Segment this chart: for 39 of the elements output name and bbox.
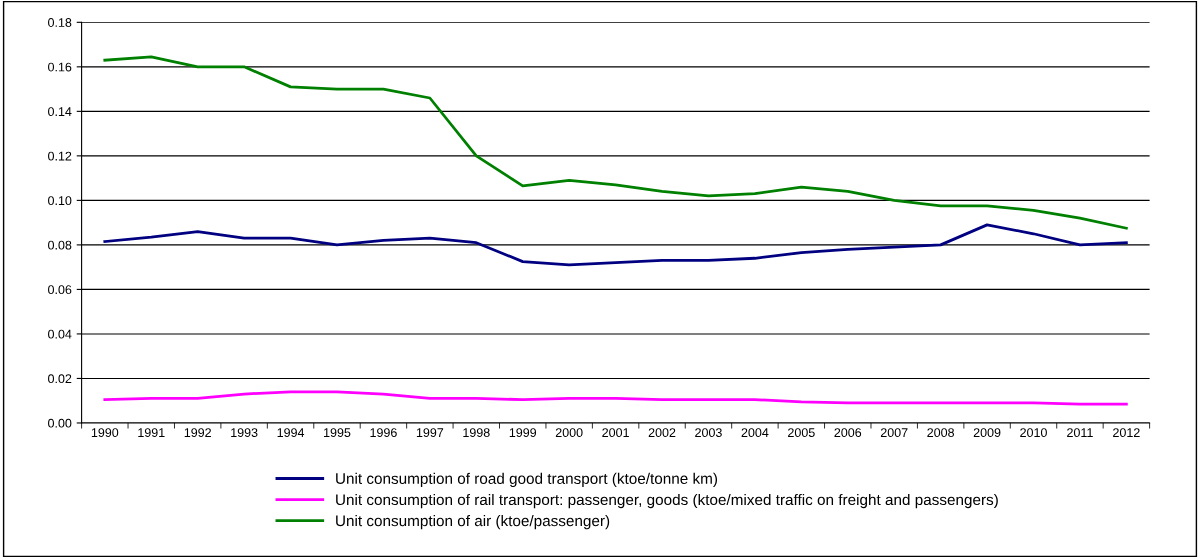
y-tick-label: 0.00 — [48, 418, 72, 428]
x-tick-label: 2008 — [927, 428, 955, 438]
legend-label: Unit consumption of rail transport: passenger, goods (ktoe/mixed traffic on freight and passengers) — [336, 493, 998, 509]
y-tick-label: 0.04 — [48, 329, 72, 339]
y-tick-label: 0.16 — [48, 62, 72, 72]
legend-label: Unit consumption of air (ktoe/passenger) — [336, 515, 610, 530]
y-tick-label: 0.10 — [48, 196, 72, 206]
legend-label: Unit consumption of road good transport (ktoe/tonne km) — [336, 472, 718, 488]
x-tick-label: 1996 — [370, 428, 397, 438]
y-tick-label: 0.18 — [48, 18, 72, 27]
x-tick-label: 2006 — [834, 428, 862, 438]
x-tick-label: 2001 — [602, 428, 629, 438]
x-tick-label: 2007 — [880, 428, 908, 438]
line-series — [103, 55, 1128, 230]
x-tick-label: 1990 — [91, 428, 119, 438]
x-tick-label: 1997 — [416, 428, 444, 438]
y-tick-label: 0.12 — [48, 151, 72, 161]
x-tick-label: 2005 — [788, 428, 815, 438]
x-tick-label: 2010 — [1020, 428, 1047, 438]
x-tick-label: 2000 — [555, 428, 583, 438]
y-tick-label: 0.02 — [48, 374, 72, 384]
y-tick-label: 0.14 — [48, 107, 72, 116]
x-tick-label: 1991 — [138, 428, 165, 438]
x-tick-label: 1992 — [184, 428, 211, 438]
x-tick-label: 2011 — [1067, 428, 1093, 438]
x-tick-label: 1993 — [231, 428, 258, 438]
x-tick-label: 2002 — [648, 428, 676, 438]
y-tick-label: 0.06 — [48, 285, 72, 295]
x-tick-label: 1999 — [509, 428, 537, 438]
line-series — [103, 390, 1128, 406]
x-tick-label: 2004 — [741, 428, 769, 438]
x-tick-label: 1998 — [463, 428, 490, 438]
y-tick-label: 0.08 — [48, 240, 72, 250]
line-series — [103, 223, 1128, 267]
x-tick-label: 1994 — [277, 428, 305, 438]
x-tick-label: 1995 — [324, 428, 351, 438]
x-tick-label: 2012 — [1113, 428, 1140, 438]
x-tick-label: 2003 — [695, 428, 722, 438]
x-tick-label: 2009 — [973, 428, 1001, 438]
